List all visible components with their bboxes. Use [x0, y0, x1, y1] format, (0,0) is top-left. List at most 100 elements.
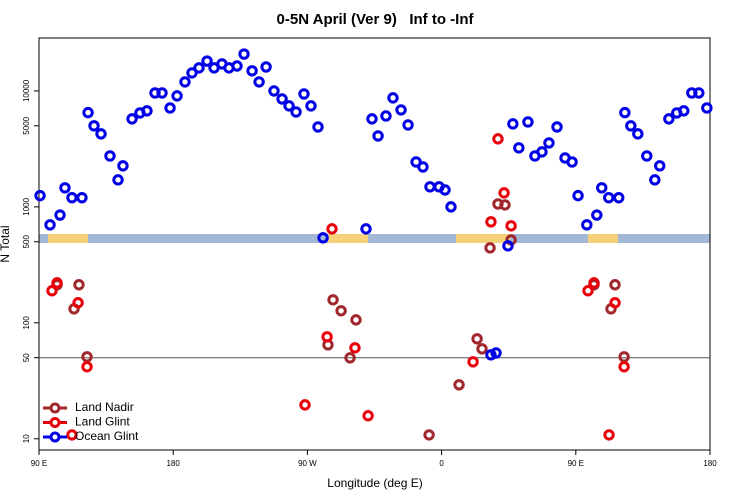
y-tick-label: 5000 [22, 116, 31, 134]
x-tick-label: 90 W [298, 459, 317, 468]
point [581, 219, 593, 231]
legend-marker [49, 431, 61, 443]
point [591, 209, 603, 221]
point [201, 55, 213, 67]
point [588, 277, 600, 289]
point [312, 121, 324, 133]
point [76, 191, 88, 204]
point [171, 90, 183, 102]
point [81, 351, 93, 363]
point [66, 191, 78, 204]
legend-label: Land Glint [75, 415, 130, 429]
y-tick-label: 50 [22, 353, 31, 362]
point [88, 120, 100, 132]
point [327, 294, 339, 306]
point [566, 156, 578, 168]
point [253, 76, 265, 88]
point [596, 182, 608, 194]
point [380, 110, 392, 122]
point [231, 60, 243, 72]
point [59, 182, 71, 194]
point [641, 150, 653, 162]
point [505, 220, 517, 232]
point [179, 76, 191, 88]
point [117, 160, 129, 172]
y-tick-label: 10 [22, 434, 31, 443]
point [276, 93, 288, 105]
point [619, 106, 631, 119]
point [678, 105, 690, 117]
x-tick-label: 0 [439, 459, 444, 468]
point [485, 216, 497, 228]
point [321, 331, 333, 343]
point [335, 305, 347, 317]
point [484, 242, 496, 254]
point [522, 116, 534, 128]
legend-marker [49, 417, 61, 428]
point [95, 128, 107, 140]
series [34, 48, 713, 361]
x-axis-label: Longitude (deg E) [327, 476, 422, 490]
point [350, 314, 362, 326]
ocean-band [39, 234, 710, 243]
point [72, 297, 84, 309]
point [632, 128, 644, 140]
point [362, 410, 374, 422]
legend-label: Ocean Glint [75, 429, 139, 443]
point [298, 88, 310, 100]
point [582, 285, 594, 297]
chart-title: 0-5N April (Ver 9) Inf to -Inf [277, 11, 475, 28]
land-band [588, 234, 618, 243]
plot-frame [38, 37, 711, 451]
point [164, 102, 176, 114]
point [326, 223, 338, 235]
surface-band [39, 234, 710, 243]
point [609, 279, 621, 291]
point [609, 297, 621, 309]
point [395, 104, 407, 116]
point [507, 118, 519, 130]
point [445, 201, 457, 213]
point [299, 399, 311, 411]
y-tick-label: 100 [22, 316, 31, 330]
point [453, 379, 465, 391]
point [498, 187, 510, 199]
point [701, 102, 713, 114]
point [54, 209, 66, 221]
land-band [456, 234, 510, 243]
point [551, 121, 563, 133]
point [513, 142, 525, 154]
point [317, 232, 329, 244]
legend-marker [49, 402, 61, 414]
point [654, 160, 666, 172]
point [618, 351, 630, 363]
point [305, 100, 317, 112]
point [618, 361, 630, 373]
point [372, 130, 384, 142]
series [46, 133, 630, 441]
point [246, 65, 258, 77]
point [260, 61, 272, 73]
point [536, 146, 548, 158]
point [424, 181, 436, 193]
point [492, 133, 504, 145]
land-band [48, 234, 88, 243]
point [360, 223, 372, 235]
point [283, 100, 295, 112]
point [112, 174, 124, 186]
series [51, 198, 630, 441]
point [543, 137, 555, 149]
point [467, 356, 479, 368]
point [46, 285, 58, 297]
point [238, 48, 250, 60]
point [141, 105, 153, 117]
point [44, 219, 56, 231]
point [603, 191, 615, 204]
point [104, 150, 116, 162]
point [439, 184, 451, 196]
point [82, 106, 94, 119]
point [417, 161, 429, 173]
point [156, 87, 168, 99]
land-band [328, 234, 368, 243]
point [603, 429, 615, 441]
